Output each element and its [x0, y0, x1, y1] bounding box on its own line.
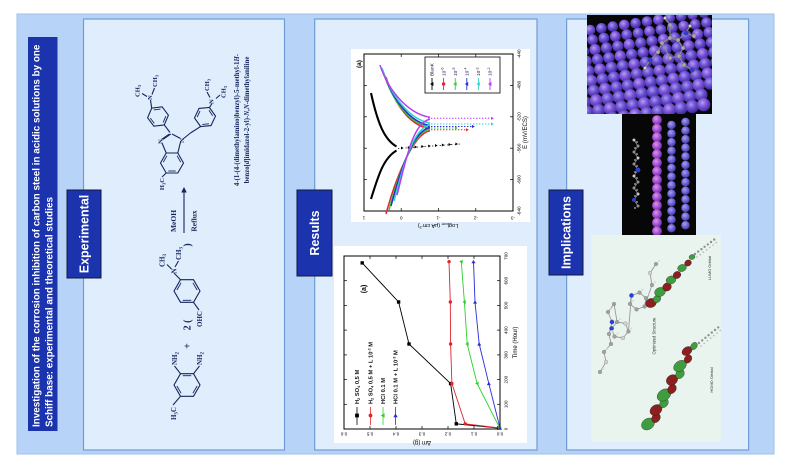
svg-text:N: N: [147, 95, 154, 100]
svg-text:10-3: 10-3: [475, 67, 482, 76]
svg-text:+: +: [183, 343, 194, 349]
svg-text:0.6: 0.6: [340, 432, 347, 437]
svg-text:NH2: NH2: [196, 352, 206, 366]
svg-text:-1: -1: [436, 216, 441, 221]
svg-text:H2 SO4 0,5 M + L 10-3 M: H2 SO4 0,5 M + L 10-3 M: [368, 342, 375, 404]
svg-text:benzo[d]imidazol-2-yl)-N,N-dim: benzo[d]imidazol-2-yl)-N,N-dimethylanili…: [244, 57, 251, 184]
svg-text:10-2: 10-2: [487, 67, 494, 76]
svg-text:10-4: 10-4: [464, 67, 471, 76]
svg-text:Δm (g): Δm (g): [413, 439, 431, 445]
svg-text:HCl 0.1 M + L 10-3 M: HCl 0.1 M + L 10-3 M: [393, 350, 400, 404]
svg-text:200: 200: [504, 375, 509, 383]
svg-text:400: 400: [504, 326, 509, 334]
svg-text:-560: -560: [517, 143, 522, 153]
svg-text:NH2: NH2: [171, 352, 181, 366]
svg-text:-520: -520: [517, 112, 522, 122]
svg-text:): ): [183, 243, 194, 246]
svg-text:4-(1-(4-(dimethylamino)benzyl): 4-(1-(4-(dimethylamino)benzyl)-5-methyl-…: [234, 53, 241, 186]
svg-text:OHC: OHC: [196, 311, 204, 327]
svg-text:2 (: 2 (: [183, 319, 194, 331]
svg-text:Logjcorr (µA cm-2): Logjcorr (µA cm-2): [418, 222, 459, 229]
svg-text:LUMO Orbital: LUMO Orbital: [707, 256, 712, 281]
svg-text:N: N: [179, 138, 186, 143]
svg-text:0.2: 0.2: [444, 432, 451, 437]
svg-text:CH3: CH3: [175, 247, 185, 261]
svg-text:H3C: H3C: [159, 178, 166, 190]
svg-text:0.5: 0.5: [366, 432, 373, 437]
svg-text:Time (Hour): Time (Hour): [513, 327, 519, 359]
svg-text:0: 0: [399, 216, 402, 221]
svg-text:Results: Results: [308, 210, 322, 255]
svg-text:HOMO Orbital: HOMO Orbital: [709, 367, 714, 392]
svg-text:0.0: 0.0: [496, 432, 503, 437]
svg-text:-640: -640: [517, 206, 522, 216]
svg-text:700: 700: [504, 252, 509, 260]
svg-text:CH3: CH3: [159, 254, 169, 268]
svg-text:Optimized Structure: Optimized Structure: [652, 317, 657, 355]
svg-text:-2: -2: [473, 216, 478, 221]
svg-text:10-6: 10-6: [441, 67, 448, 76]
svg-text:-600: -600: [517, 175, 522, 185]
svg-text:10-5: 10-5: [452, 67, 459, 76]
svg-text:Experimental: Experimental: [77, 195, 91, 274]
svg-text:Reflux: Reflux: [190, 210, 199, 231]
svg-text:0.4: 0.4: [392, 432, 399, 437]
svg-text:CH3: CH3: [221, 85, 228, 98]
svg-text:1: 1: [362, 216, 365, 221]
svg-text:CH3: CH3: [135, 84, 142, 97]
svg-text:MeOH: MeOH: [169, 210, 178, 232]
svg-text:-480: -480: [517, 80, 522, 90]
svg-text:N: N: [158, 139, 165, 144]
svg-text:H3C: H3C: [170, 407, 180, 420]
svg-text:0: 0: [504, 427, 509, 430]
svg-text:BlanK: BlanK: [430, 62, 436, 76]
svg-text:0.1: 0.1: [470, 432, 477, 437]
svg-text:E (mV/ECS): E (mV/ECS): [523, 116, 529, 149]
svg-text:(a): (a): [361, 285, 368, 294]
svg-text:N: N: [171, 268, 179, 273]
svg-text:600: 600: [504, 276, 509, 284]
svg-text:300: 300: [504, 351, 509, 359]
svg-text:HCl 0.1 M: HCl 0.1 M: [381, 378, 387, 404]
svg-text:CH3: CH3: [204, 78, 211, 91]
svg-text:100: 100: [504, 400, 509, 408]
svg-text:-3: -3: [511, 216, 516, 221]
svg-text:CH3: CH3: [152, 74, 159, 87]
svg-text:(a): (a): [356, 60, 363, 68]
svg-text:500: 500: [504, 301, 509, 309]
svg-text:Implications: Implications: [559, 196, 573, 269]
svg-text:H2 SO4 0,5 M: H2 SO4 0,5 M: [355, 370, 361, 404]
svg-text:N: N: [209, 99, 216, 104]
svg-text:0.3: 0.3: [418, 432, 425, 437]
svg-text:Investigation of the corrosion: Investigation of the corrosion inhibitio…: [32, 44, 43, 427]
svg-text:Schiff base: experimental and: Schiff base: experimental and theoretica…: [45, 197, 56, 427]
svg-text:-440: -440: [517, 49, 522, 59]
